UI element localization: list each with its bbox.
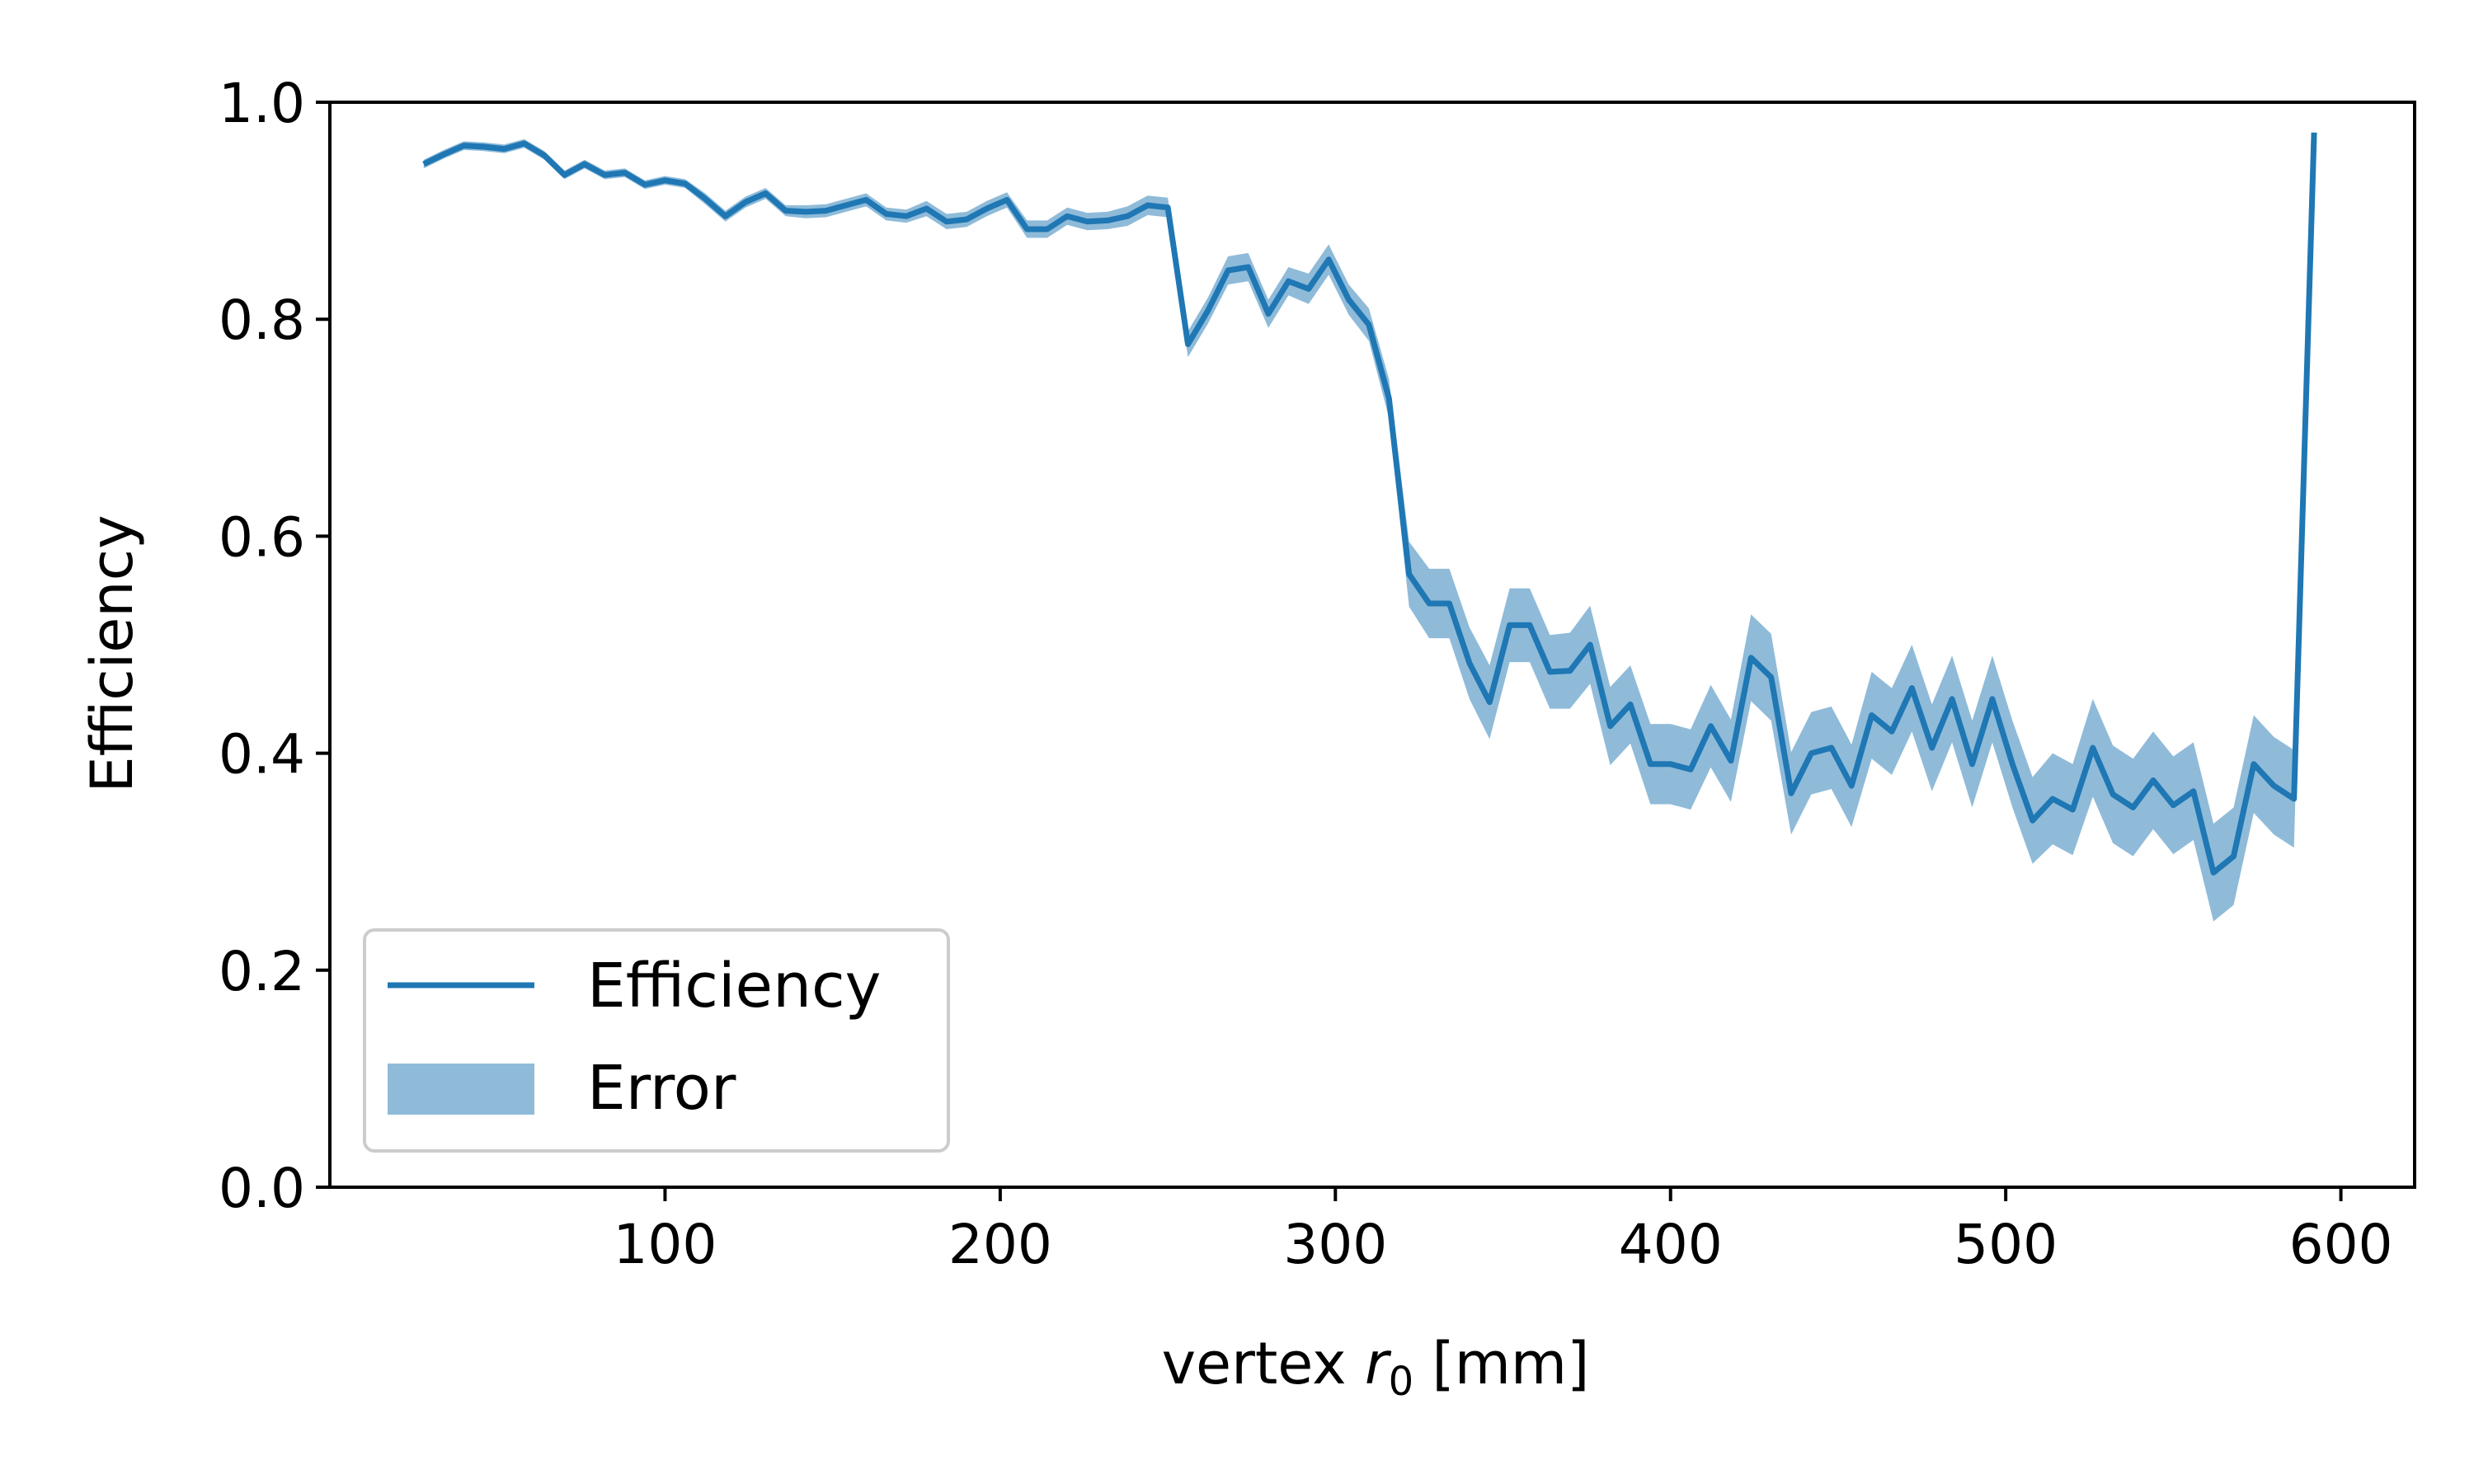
x-tick-label: 400	[1619, 1213, 1723, 1276]
y-tick-label: 1.0	[219, 72, 305, 135]
x-axis-label-unit: [mm]	[1413, 1330, 1589, 1397]
error-band	[423, 129, 2315, 922]
x-tick-label: 600	[2289, 1213, 2393, 1276]
y-axis: 0.0 0.2 0.4 0.6 0.8 1.0	[219, 72, 330, 1220]
axes-frame	[328, 101, 2416, 1189]
x-axis-label-main: vertex	[1162, 1330, 1365, 1397]
legend-efficiency-label: Efficiency	[587, 951, 881, 1021]
x-tick-label: 100	[613, 1213, 717, 1276]
legend-error-label: Error	[587, 1053, 736, 1124]
x-axis: 100 200 300 400 500 600	[613, 1187, 2393, 1276]
x-axis-label: vertex r0 [mm]	[1162, 1330, 1590, 1405]
y-tick-label: 0.6	[219, 505, 305, 569]
plot-area	[422, 129, 2317, 922]
x-tick-label: 300	[1283, 1213, 1387, 1276]
y-tick-label: 0.8	[219, 289, 305, 352]
y-tick-label: 0.2	[219, 940, 305, 1003]
x-tick-label: 500	[1954, 1213, 2058, 1276]
x-axis-label-subscript: 0	[1389, 1359, 1414, 1405]
x-axis-label-variable: r	[1365, 1330, 1392, 1397]
y-tick-label: 0.0	[219, 1157, 305, 1220]
legend: Efficiency Error	[363, 928, 950, 1153]
y-tick-label: 0.4	[219, 723, 305, 787]
y-axis-label: Efficiency	[78, 514, 146, 792]
legend-error-swatch	[388, 1064, 534, 1115]
x-tick-label: 200	[948, 1213, 1052, 1276]
efficiency-line	[422, 132, 2317, 876]
